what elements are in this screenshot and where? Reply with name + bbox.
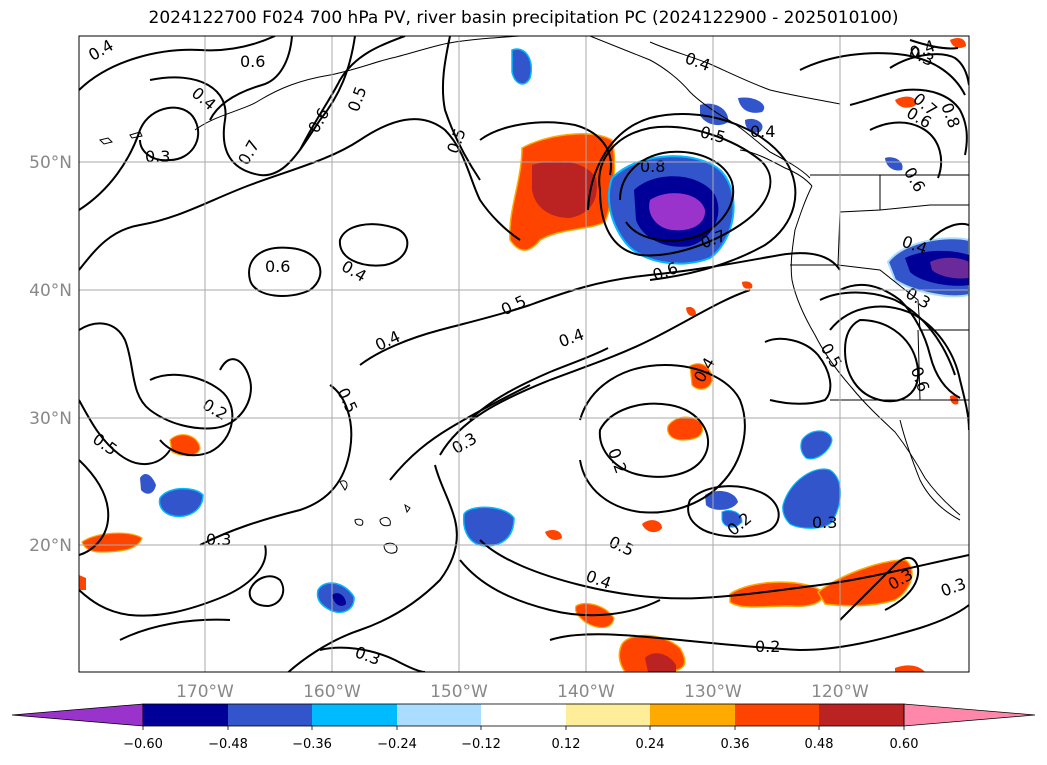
lon-label: 140°W [557, 682, 615, 702]
latitude-labels: 50°N 40°N 30°N 20°N [29, 153, 72, 556]
longitude-labels: 170°W 160°W 150°W 140°W 130°W 120°W [176, 682, 869, 702]
graticule [79, 36, 969, 672]
colorbar-segment [228, 704, 312, 726]
precip-shading [79, 38, 969, 672]
coastlines [99, 36, 969, 554]
lat-label: 30°N [29, 409, 72, 429]
contour-label: 0.3 [206, 530, 231, 549]
map-area: 0.4 0.6 0.4 0.3 0.7 0.6 0.5 0.5 0.8 0.7 … [79, 36, 969, 672]
colorbar-tick-label: −0.60 [123, 737, 163, 752]
pv-contours [79, 36, 969, 672]
colorbar-tick-label: −0.12 [461, 737, 501, 752]
contour-label: 0.6 [265, 257, 290, 276]
colorbar-tick-label: 0.48 [805, 737, 834, 752]
colorbar-segment [143, 704, 228, 726]
lat-label: 40°N [29, 281, 72, 301]
contour-label: 0.2 [755, 637, 780, 656]
colorbar-tick-label: 0.36 [721, 737, 750, 752]
contour-label: 0.6 [240, 52, 265, 71]
contour-label: 0.3 [812, 513, 837, 532]
colorbar-tick-label: 0.24 [636, 737, 665, 752]
colorbar-segment [397, 704, 481, 726]
colorbar-segment [312, 704, 397, 726]
colorbar-tick-label: 0.12 [552, 737, 581, 752]
lon-label: 130°W [684, 682, 742, 702]
contour-label: 0.4 [750, 122, 775, 141]
lon-label: 170°W [176, 682, 234, 702]
colorbar-segment [481, 704, 566, 726]
contour-label: 0.8 [640, 157, 665, 176]
colorbar-segment [566, 704, 650, 726]
map-title: 2024122700 F024 700 hPa PV, river basin … [148, 8, 899, 28]
colorbar-tick-label: −0.48 [208, 737, 248, 752]
colorbar: −0.60 −0.48 −0.36 −0.24 −0.12 0.12 0.24 … [11, 703, 1036, 752]
colorbar-extend-left [11, 703, 144, 727]
lon-label: 120°W [811, 682, 869, 702]
colorbar-tick-label: −0.36 [292, 737, 332, 752]
contour-label: 0.3 [145, 147, 170, 166]
colorbar-segment [650, 704, 735, 726]
lon-label: 160°W [303, 682, 361, 702]
colorbar-segment [735, 704, 819, 726]
colorbar-extend-right [903, 703, 1036, 727]
map-frame [78, 35, 970, 673]
lat-label: 20°N [29, 536, 72, 556]
colorbar-tick-label: −0.24 [377, 737, 417, 752]
colorbar-tick-label: 0.60 [890, 737, 919, 752]
lat-label: 50°N [29, 153, 72, 173]
colorbar-segment [819, 704, 904, 726]
lon-label: 150°W [430, 682, 488, 702]
